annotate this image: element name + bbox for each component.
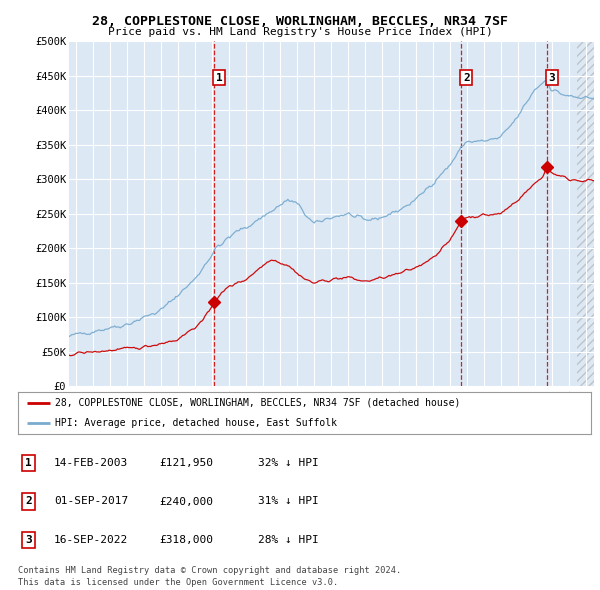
Text: 1: 1	[25, 458, 32, 468]
Text: 1: 1	[216, 73, 223, 83]
Text: £121,950: £121,950	[159, 458, 213, 468]
Text: 16-SEP-2022: 16-SEP-2022	[54, 535, 128, 545]
Text: 28% ↓ HPI: 28% ↓ HPI	[258, 535, 319, 545]
Text: 2: 2	[463, 73, 470, 83]
Text: 2: 2	[25, 497, 32, 506]
Text: 3: 3	[25, 535, 32, 545]
Text: Price paid vs. HM Land Registry's House Price Index (HPI): Price paid vs. HM Land Registry's House …	[107, 27, 493, 37]
Text: £240,000: £240,000	[159, 497, 213, 506]
Text: 32% ↓ HPI: 32% ↓ HPI	[258, 458, 319, 468]
Text: 3: 3	[548, 73, 556, 83]
Text: HPI: Average price, detached house, East Suffolk: HPI: Average price, detached house, East…	[55, 418, 337, 428]
Text: 01-SEP-2017: 01-SEP-2017	[54, 497, 128, 506]
Text: 28, COPPLESTONE CLOSE, WORLINGHAM, BECCLES, NR34 7SF (detached house): 28, COPPLESTONE CLOSE, WORLINGHAM, BECCL…	[55, 398, 461, 408]
Text: 14-FEB-2003: 14-FEB-2003	[54, 458, 128, 468]
Text: 31% ↓ HPI: 31% ↓ HPI	[258, 497, 319, 506]
Text: Contains HM Land Registry data © Crown copyright and database right 2024.
This d: Contains HM Land Registry data © Crown c…	[18, 566, 401, 587]
Text: 28, COPPLESTONE CLOSE, WORLINGHAM, BECCLES, NR34 7SF: 28, COPPLESTONE CLOSE, WORLINGHAM, BECCL…	[92, 15, 508, 28]
Text: £318,000: £318,000	[159, 535, 213, 545]
